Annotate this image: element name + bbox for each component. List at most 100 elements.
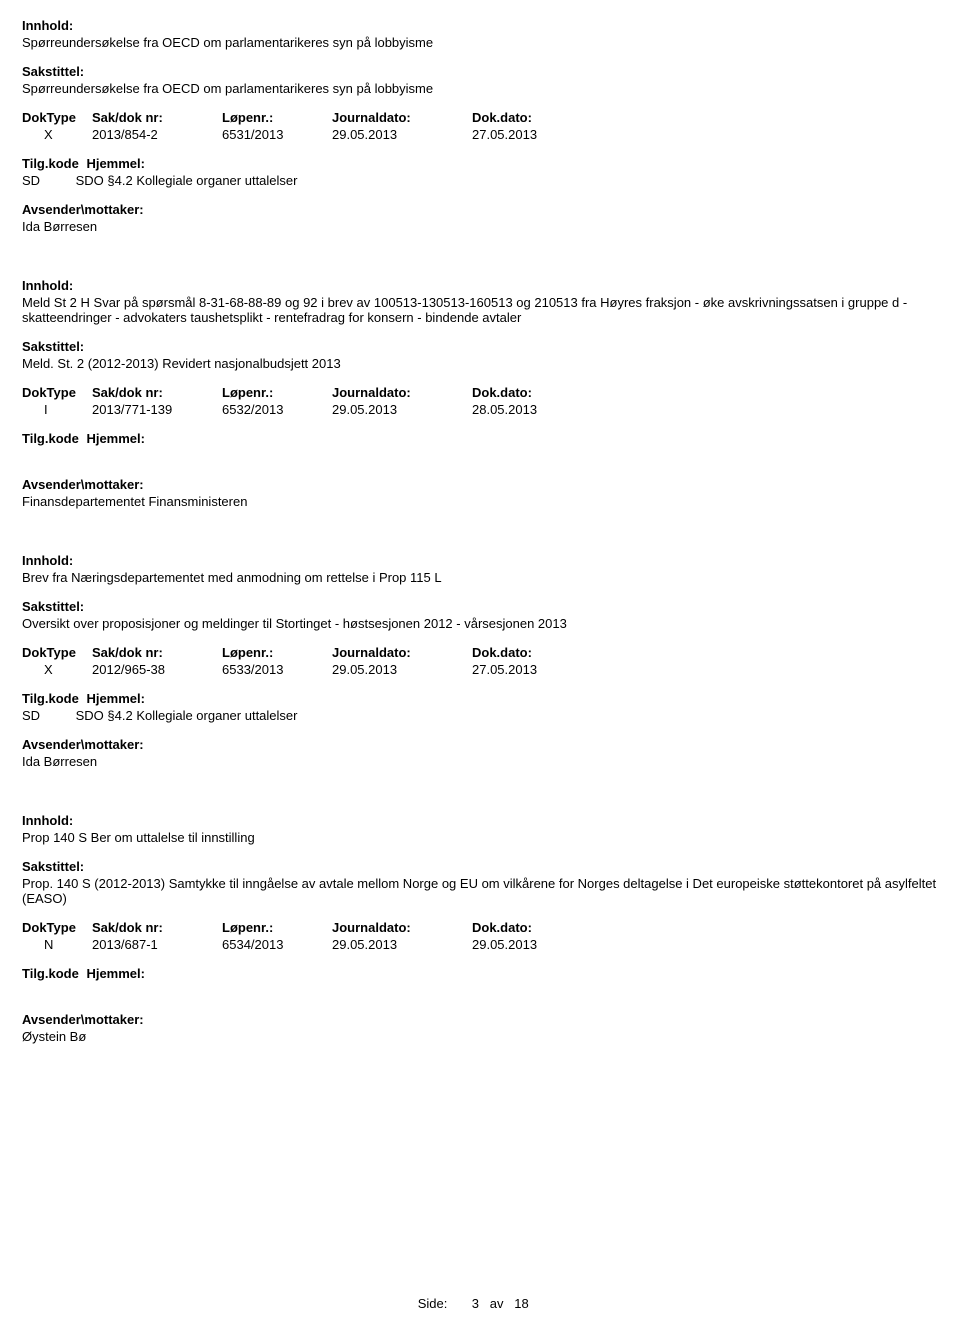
sakdok-header: Sak/dok nr:: [92, 110, 222, 125]
journaldato-value: 29.05.2013: [332, 402, 472, 417]
innhold-value: Spørreundersøkelse fra OECD om parlament…: [22, 35, 938, 50]
dokdato-header: Dok.dato:: [472, 110, 612, 125]
avsender-value: Øystein Bø: [22, 1029, 938, 1044]
journal-entry: Innhold: Prop 140 S Ber om uttalelse til…: [22, 813, 938, 1044]
dokdato-value: 29.05.2013: [472, 937, 612, 952]
innhold-label: Innhold:: [22, 553, 938, 568]
avsender-value: Ida Børresen: [22, 754, 938, 769]
dokdato-value: 27.05.2013: [472, 662, 612, 677]
journaldato-header: Journaldato:: [332, 920, 472, 935]
hjemmel-row: [22, 448, 938, 463]
journaldato-header: Journaldato:: [332, 385, 472, 400]
doktype-header: DokType: [22, 385, 92, 400]
lopenr-value: 6533/2013: [222, 662, 332, 677]
tilgkode-value: SD: [22, 708, 72, 723]
journaldato-header: Journaldato:: [332, 110, 472, 125]
tilgkode-label: Tilg.kode: [22, 966, 79, 981]
tilgkode-label: Tilg.kode: [22, 691, 79, 706]
sakstittel-label: Sakstittel:: [22, 599, 938, 614]
innhold-value: Meld St 2 H Svar på spørsmål 8-31-68-88-…: [22, 295, 938, 325]
dokdato-value: 27.05.2013: [472, 127, 612, 142]
avsender-label: Avsender\mottaker:: [22, 1012, 938, 1027]
lopenr-value: 6531/2013: [222, 127, 332, 142]
innhold-label: Innhold:: [22, 18, 938, 33]
avsender-label: Avsender\mottaker:: [22, 202, 938, 217]
hjemmel-value: SDO §4.2 Kollegiale organer uttalelser: [76, 708, 298, 723]
hjemmel-label: Hjemmel:: [86, 156, 145, 171]
journal-entry: Innhold: Meld St 2 H Svar på spørsmål 8-…: [22, 278, 938, 509]
sakstittel-value: Spørreundersøkelse fra OECD om parlament…: [22, 81, 938, 96]
dokdato-value: 28.05.2013: [472, 402, 612, 417]
dokdato-header: Dok.dato:: [472, 645, 612, 660]
lopenr-header: Løpenr.:: [222, 110, 332, 125]
journal-entry: Innhold: Spørreundersøkelse fra OECD om …: [22, 18, 938, 234]
lopenr-value: 6532/2013: [222, 402, 332, 417]
sakstittel-value: Prop. 140 S (2012-2013) Samtykke til inn…: [22, 876, 938, 906]
page-total: 18: [514, 1296, 542, 1311]
journaldato-value: 29.05.2013: [332, 127, 472, 142]
hjemmel-label: Hjemmel:: [86, 431, 145, 446]
sakdok-value: 2013/771-139: [92, 402, 222, 417]
innhold-label: Innhold:: [22, 813, 938, 828]
hjemmel-label: Hjemmel:: [86, 691, 145, 706]
hjemmel-row: [22, 983, 938, 998]
hjemmel-value: SDO §4.2 Kollegiale organer uttalelser: [76, 173, 298, 188]
tilgkode-row: Tilg.kode Hjemmel:: [22, 431, 938, 446]
sakstittel-label: Sakstittel:: [22, 339, 938, 354]
doktype-header: DokType: [22, 920, 92, 935]
doktype-value: X: [22, 662, 92, 677]
sakdok-header: Sak/dok nr:: [92, 645, 222, 660]
hjemmel-row: SD SDO §4.2 Kollegiale organer uttalelse…: [22, 173, 938, 188]
tilgkode-row: Tilg.kode Hjemmel:: [22, 966, 938, 981]
sakdok-value: 2013/854-2: [92, 127, 222, 142]
avsender-value: Finansdepartementet Finansministeren: [22, 494, 938, 509]
journaldato-value: 29.05.2013: [332, 662, 472, 677]
sakdok-value: 2012/965-38: [92, 662, 222, 677]
page-content: Innhold: Spørreundersøkelse fra OECD om …: [0, 0, 960, 1044]
hjemmel-label: Hjemmel:: [86, 966, 145, 981]
innhold-value: Prop 140 S Ber om uttalelse til innstill…: [22, 830, 938, 845]
innhold-value: Brev fra Næringsdepartementet med anmodn…: [22, 570, 938, 585]
doktype-value: X: [22, 127, 92, 142]
sakstittel-value: Oversikt over proposisjoner og meldinger…: [22, 616, 938, 631]
lopenr-value: 6534/2013: [222, 937, 332, 952]
av-label: av: [483, 1296, 511, 1311]
sakdok-header: Sak/dok nr:: [92, 920, 222, 935]
tilgkode-value: SD: [22, 173, 72, 188]
sakstittel-value: Meld. St. 2 (2012-2013) Revidert nasjona…: [22, 356, 938, 371]
journaldato-value: 29.05.2013: [332, 937, 472, 952]
doktype-value: I: [22, 402, 92, 417]
column-values: X 2012/965-38 6533/2013 29.05.2013 27.05…: [22, 662, 938, 677]
column-headers: DokType Sak/dok nr: Løpenr.: Journaldato…: [22, 385, 938, 400]
column-headers: DokType Sak/dok nr: Løpenr.: Journaldato…: [22, 110, 938, 125]
side-label: Side:: [418, 1296, 448, 1311]
hjemmel-row: SD SDO §4.2 Kollegiale organer uttalelse…: [22, 708, 938, 723]
tilgkode-label: Tilg.kode: [22, 431, 79, 446]
sakdok-value: 2013/687-1: [92, 937, 222, 952]
doktype-header: DokType: [22, 110, 92, 125]
lopenr-header: Løpenr.:: [222, 920, 332, 935]
tilgkode-row: Tilg.kode Hjemmel:: [22, 691, 938, 706]
page-number: 3: [451, 1296, 479, 1311]
tilgkode-label: Tilg.kode: [22, 156, 79, 171]
avsender-value: Ida Børresen: [22, 219, 938, 234]
sakstittel-label: Sakstittel:: [22, 859, 938, 874]
page-footer: Side: 3 av 18: [0, 1296, 960, 1311]
journal-entry: Innhold: Brev fra Næringsdepartementet m…: [22, 553, 938, 769]
column-values: N 2013/687-1 6534/2013 29.05.2013 29.05.…: [22, 937, 938, 952]
sakstittel-label: Sakstittel:: [22, 64, 938, 79]
innhold-label: Innhold:: [22, 278, 938, 293]
column-headers: DokType Sak/dok nr: Løpenr.: Journaldato…: [22, 920, 938, 935]
lopenr-header: Løpenr.:: [222, 385, 332, 400]
column-values: X 2013/854-2 6531/2013 29.05.2013 27.05.…: [22, 127, 938, 142]
lopenr-header: Løpenr.:: [222, 645, 332, 660]
sakdok-header: Sak/dok nr:: [92, 385, 222, 400]
dokdato-header: Dok.dato:: [472, 385, 612, 400]
column-values: I 2013/771-139 6532/2013 29.05.2013 28.0…: [22, 402, 938, 417]
avsender-label: Avsender\mottaker:: [22, 477, 938, 492]
tilgkode-row: Tilg.kode Hjemmel:: [22, 156, 938, 171]
column-headers: DokType Sak/dok nr: Løpenr.: Journaldato…: [22, 645, 938, 660]
dokdato-header: Dok.dato:: [472, 920, 612, 935]
journaldato-header: Journaldato:: [332, 645, 472, 660]
doktype-header: DokType: [22, 645, 92, 660]
